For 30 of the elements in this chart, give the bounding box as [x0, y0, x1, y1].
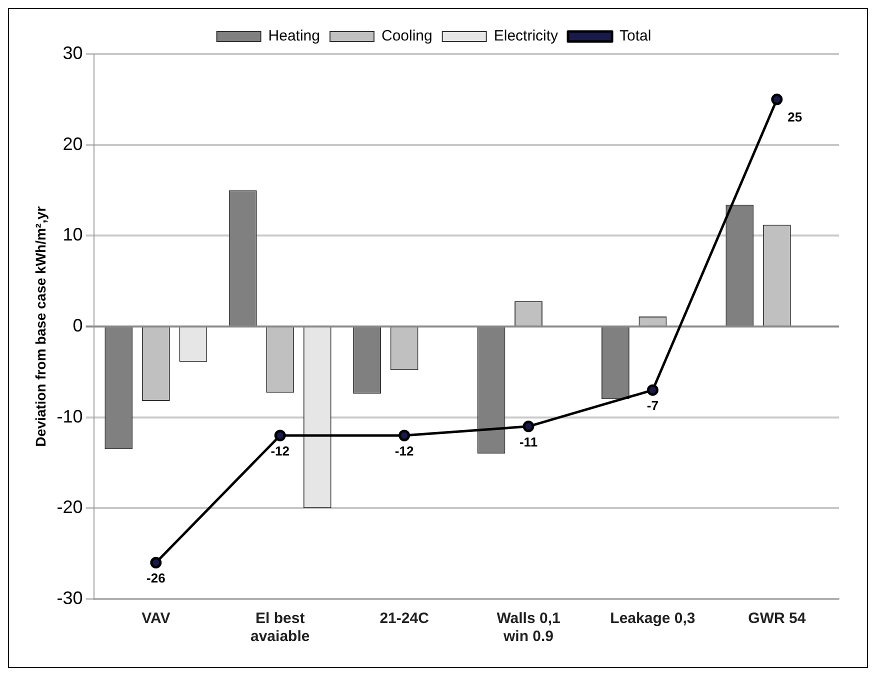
y-tick-label: -30 [56, 588, 83, 608]
data-label: -26 [146, 570, 166, 586]
x-tick-label: 21-24C [380, 610, 430, 628]
legend-label: Cooling [381, 28, 432, 45]
point [522, 420, 534, 432]
data-label: -12 [394, 444, 414, 459]
x-tick-label: VAV [142, 610, 170, 628]
y-tick-label: 0 [72, 315, 83, 336]
point [274, 430, 286, 442]
x-tick-label: El best avaiable [250, 610, 310, 646]
y-tick-label: -20 [56, 497, 83, 518]
y-tick-label: 10 [62, 224, 83, 245]
y-tick-label: 20 [62, 134, 83, 154]
legend-label: Electricity [494, 28, 559, 45]
data-label: -7 [646, 398, 658, 414]
y-axis-title: Deviation from base case kWh/m²,yr [32, 206, 48, 447]
data-label: 25 [788, 109, 802, 124]
point [771, 94, 783, 106]
y-tick-label: -10 [56, 406, 83, 426]
point [150, 556, 162, 568]
y-tick-label: 30 [62, 42, 83, 63]
data-label: -12 [270, 444, 290, 459]
data-label: -11 [519, 434, 538, 450]
legend-label: Total [620, 28, 652, 45]
point [646, 384, 658, 396]
x-tick-label: Leakage 0,3 [610, 610, 696, 628]
x-tick-label: Walls 0,1 win 0.9 [496, 610, 560, 646]
legend-label: Heating [268, 28, 320, 45]
point [398, 430, 410, 442]
x-tick-label: GWR 54 [748, 610, 806, 628]
